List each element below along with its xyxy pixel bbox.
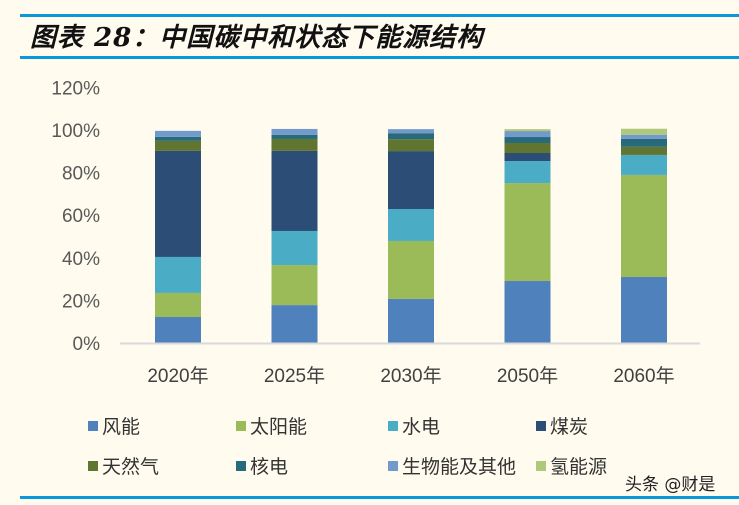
bar-segment-2020年-水电 [155,256,201,293]
bar-segment-2050年-核电 [504,137,551,143]
bar-segment-2020年-太阳能 [155,292,201,318]
bar-segment-2060年-风能 [621,276,667,343]
bar-segment-2025年-生物能及其他 [271,128,318,135]
bar-segment-2020年-核电 [155,136,201,141]
x-tick-label: 2060年 [613,365,674,387]
bar-segment-2025年-天然气 [271,138,318,151]
legend-swatch [536,460,546,471]
bar-segment-2050年-天然气 [504,142,551,154]
legend-label: 太阳能 [250,416,308,438]
bar-segment-2050年-水电 [504,161,551,184]
bar-segment-2050年-风能 [504,281,551,343]
bar-segment-2020年-煤炭 [155,150,201,257]
legend-label: 水电 [402,416,441,438]
bar-segment-2050年-生物能及其他 [504,131,551,138]
bar-segment-2060年-水电 [621,154,667,175]
y-tick-label: 60% [62,206,100,227]
legend-swatch [388,460,398,471]
figure-title: 图表 28：中国碳中和状态下能源结构 [30,23,484,53]
watermark: 头条 @财是 [625,475,716,495]
y-tick-label: 0% [73,334,101,355]
bar-segment-2020年-风能 [155,317,201,343]
legend-label: 核电 [250,456,289,478]
x-tick-label: 2025年 [264,365,325,387]
y-tick-label: 40% [62,249,100,270]
bar-segment-2025年-水电 [271,230,318,266]
bar-segment-2025年-煤炭 [271,150,318,231]
bar-segment-2030年-水电 [388,209,434,241]
y-tick-label: 100% [51,121,100,142]
legend-label: 天然气 [102,456,160,478]
bar-segment-2025年-风能 [271,305,318,343]
legend-swatch [388,420,398,431]
x-tick-label: 2030年 [380,365,441,387]
legend-swatch [236,420,246,431]
legend-item: 天然气 [88,452,159,479]
stacked-bar-chart: 0% 20% 40% 60% 80% 100% 120% 2020年 2025年 2030年 205… [51,78,700,387]
legend-label: 生物能及其他 [402,456,517,478]
legend-label: 氢能源 [550,456,608,478]
bar-segment-2030年-核电 [388,133,434,140]
legend-item: 氢能源 [536,452,607,479]
title-rule [20,56,739,59]
bar-segment-2060年-氢能源 [621,128,667,135]
legend-swatch [88,420,98,431]
bottom-rule [20,496,739,499]
legend-swatch [536,420,546,431]
legend-item: 太阳能 [236,412,307,439]
bar-segment-2060年-生物能及其他 [621,134,667,139]
y-tick-label: 120% [51,78,100,99]
y-tick-label: 20% [62,291,100,312]
bar-segment-2060年-核电 [621,138,667,147]
x-tick-label: 2020年 [147,365,208,387]
legend-item: 风能 [88,412,140,439]
legend-swatch [236,460,246,471]
legend-item: 水电 [388,412,440,439]
legend-label: 煤炭 [550,416,589,438]
bar-segment-2050年-煤炭 [504,153,551,162]
bar-segment-2020年-天然气 [155,140,201,151]
bar-segment-2030年-生物能及其他 [388,129,434,134]
bar-segment-2025年-太阳能 [271,265,318,306]
legend-item: 煤炭 [536,412,588,439]
bar-segment-2050年-氢能源 [504,129,551,132]
bar-segment-2030年-天然气 [388,139,434,152]
bar-segment-2060年-天然气 [621,146,667,155]
bar-segment-2030年-太阳能 [388,240,434,299]
bar-segment-2050年-太阳能 [504,183,551,282]
bar-segment-2060年-太阳能 [621,174,667,277]
legend-item: 生物能及其他 [388,452,516,479]
bar-segment-2025年-核电 [271,134,318,139]
legend-swatch [88,460,98,471]
top-rule [20,14,739,17]
x-tick-label: 2050年 [497,365,558,387]
bar-segment-2030年-风能 [388,298,434,343]
legend-label: 风能 [102,416,141,438]
y-tick-label: 80% [62,164,100,185]
bar-segment-2030年-煤炭 [388,151,434,210]
legend-item: 核电 [236,452,288,479]
bar-segment-2020年-生物能及其他 [155,130,201,137]
